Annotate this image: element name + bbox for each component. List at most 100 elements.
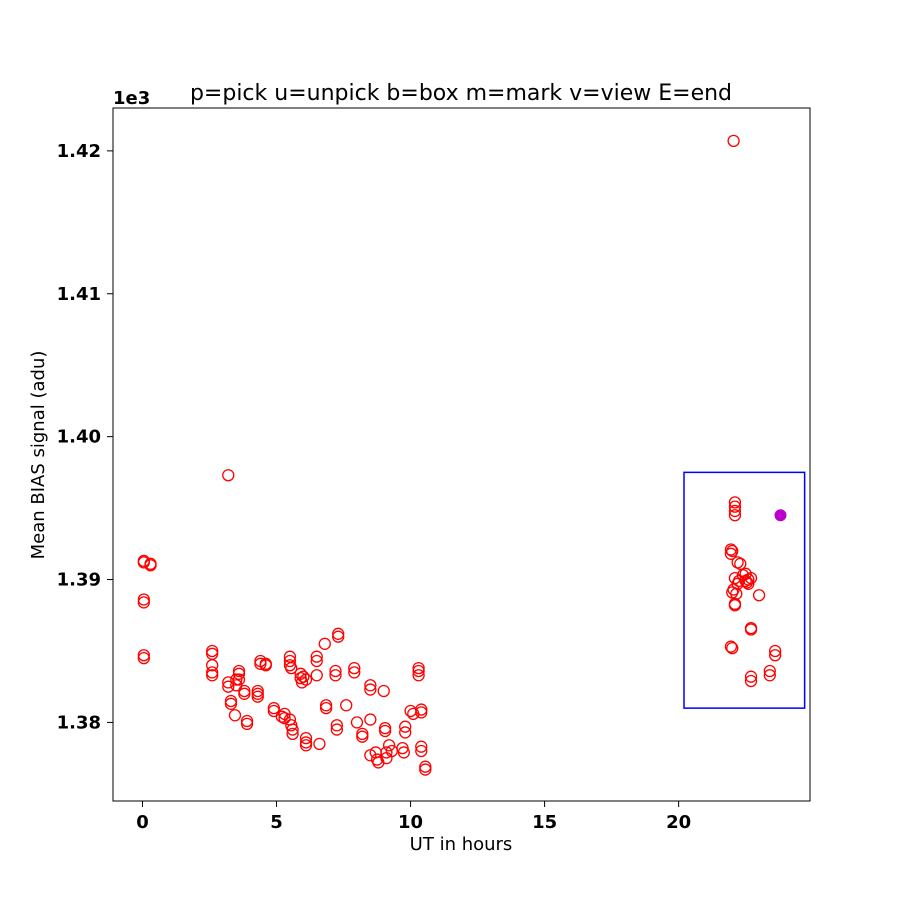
data-point[interactable] — [299, 673, 313, 686]
data-point[interactable] — [330, 719, 343, 732]
data-point[interactable] — [724, 640, 738, 653]
data-point[interactable] — [412, 664, 425, 678]
data-point[interactable] — [224, 694, 238, 708]
data-point[interactable] — [744, 670, 758, 683]
data-point[interactable] — [297, 670, 310, 683]
data-point[interactable] — [310, 669, 323, 682]
data-point[interactable] — [724, 543, 738, 556]
data-point[interactable] — [378, 721, 392, 735]
data-point[interactable] — [378, 724, 392, 738]
data-point[interactable] — [399, 720, 412, 733]
data-point[interactable] — [222, 469, 235, 482]
data-point[interactable] — [232, 667, 246, 680]
data-point[interactable] — [313, 737, 326, 750]
data-point[interactable] — [397, 746, 411, 759]
data-point[interactable] — [356, 730, 369, 743]
data-point[interactable] — [299, 739, 313, 752]
data-point[interactable] — [329, 664, 342, 678]
data-point[interactable] — [415, 706, 428, 719]
data-point[interactable] — [137, 649, 150, 662]
data-point[interactable] — [340, 699, 353, 712]
data-point[interactable] — [329, 669, 342, 682]
data-point[interactable] — [224, 697, 238, 710]
data-point[interactable] — [350, 716, 364, 729]
data-point[interactable] — [332, 627, 345, 640]
data-point[interactable] — [238, 687, 251, 700]
data-point[interactable] — [415, 740, 428, 753]
data-point[interactable] — [319, 699, 333, 712]
data-point[interactable] — [734, 557, 747, 570]
data-point[interactable] — [278, 711, 291, 725]
data-point[interactable] — [364, 713, 377, 726]
data-point[interactable] — [259, 659, 272, 672]
data-point[interactable] — [240, 717, 254, 730]
data-point[interactable] — [206, 669, 219, 682]
data-point[interactable] — [230, 679, 243, 692]
data-point[interactable] — [295, 676, 309, 689]
data-point[interactable] — [739, 567, 752, 580]
plot-area[interactable] — [137, 134, 806, 776]
data-point[interactable] — [744, 674, 758, 688]
data-point[interactable] — [356, 727, 369, 740]
data-point[interactable] — [232, 664, 246, 678]
data-point[interactable] — [380, 746, 393, 759]
data-point[interactable] — [419, 760, 432, 773]
data-point[interactable] — [744, 623, 758, 636]
data-point[interactable] — [728, 500, 742, 513]
data-point[interactable] — [206, 644, 219, 658]
data-point[interactable] — [364, 683, 377, 696]
data-point[interactable] — [728, 504, 742, 518]
data-point[interactable] — [267, 701, 280, 715]
data-point[interactable] — [222, 680, 235, 693]
data-point[interactable] — [399, 726, 412, 739]
data-point[interactable] — [285, 661, 298, 675]
data-point[interactable] — [206, 666, 219, 679]
data-point[interactable] — [727, 134, 740, 148]
data-point[interactable] — [769, 649, 782, 662]
data-point[interactable] — [137, 556, 150, 569]
marked-data-point[interactable] — [774, 509, 787, 522]
data-point[interactable] — [348, 666, 361, 679]
data-point[interactable] — [728, 496, 742, 509]
data-point[interactable] — [251, 690, 264, 703]
data-point[interactable] — [348, 661, 361, 675]
data-point[interactable] — [144, 559, 157, 572]
data-point[interactable] — [310, 654, 323, 668]
data-point[interactable] — [286, 723, 299, 736]
data-point[interactable] — [318, 637, 331, 650]
data-point[interactable] — [726, 641, 739, 655]
data-point[interactable] — [228, 709, 242, 722]
data-point[interactable] — [299, 736, 313, 749]
selection-box[interactable] — [683, 471, 806, 709]
data-point[interactable] — [364, 679, 377, 692]
data-point[interactable] — [238, 684, 251, 698]
data-point[interactable] — [319, 701, 333, 715]
data-point[interactable] — [726, 586, 739, 599]
data-point[interactable] — [286, 727, 299, 740]
data-point[interactable] — [137, 651, 150, 665]
data-point[interactable] — [377, 684, 390, 698]
data-point[interactable] — [310, 650, 323, 663]
data-point[interactable] — [769, 644, 782, 658]
data-point[interactable] — [332, 630, 345, 643]
data-point[interactable] — [137, 593, 150, 606]
data-point[interactable] — [763, 664, 776, 678]
data-point[interactable] — [254, 657, 267, 670]
data-point[interactable] — [232, 673, 246, 686]
data-point[interactable] — [206, 659, 219, 672]
data-point[interactable] — [412, 661, 425, 675]
data-point[interactable] — [752, 589, 766, 602]
data-point[interactable] — [137, 596, 150, 609]
data-point[interactable] — [740, 576, 754, 589]
data-point[interactable] — [728, 597, 742, 610]
data-point[interactable] — [419, 763, 432, 776]
data-point[interactable] — [763, 669, 776, 682]
data-point[interactable] — [283, 654, 297, 668]
data-point[interactable] — [251, 684, 264, 698]
data-point[interactable] — [415, 744, 428, 758]
data-point[interactable] — [251, 687, 264, 700]
data-point[interactable] — [728, 509, 742, 522]
data-point[interactable] — [330, 723, 343, 736]
data-point[interactable] — [382, 739, 396, 752]
data-point[interactable] — [415, 703, 428, 716]
